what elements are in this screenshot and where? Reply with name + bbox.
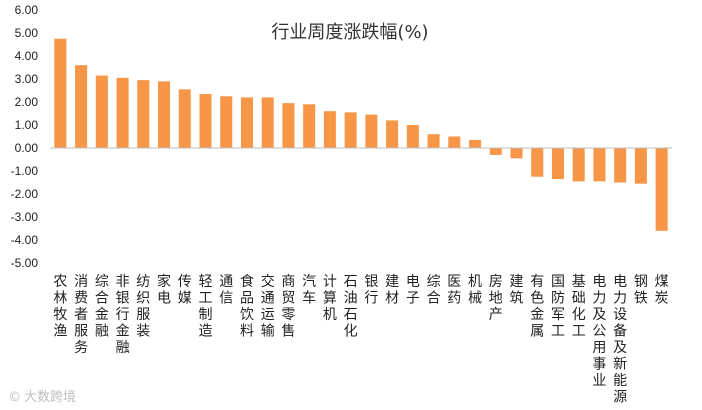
watermark-text: 大数跨境 — [24, 390, 76, 405]
y-tick-label: -5.00 — [11, 256, 39, 270]
x-tick-label: 交通运输 — [261, 273, 275, 340]
bar — [406, 125, 419, 148]
bar — [469, 139, 482, 148]
bar — [95, 75, 108, 148]
y-tick-label: 0.00 — [15, 141, 39, 155]
x-tick-label: 电力及公用事业 — [592, 274, 606, 389]
x-tick-label: 传媒 — [178, 274, 192, 307]
bar — [54, 38, 67, 148]
bar — [448, 136, 461, 148]
x-tick-label: 农林牧渔 — [53, 274, 67, 340]
watermark-logo-icon: © — [8, 390, 21, 405]
bar — [261, 97, 274, 148]
x-tick-label: 建材 — [385, 274, 399, 307]
bar — [240, 97, 253, 148]
x-tick-label: 房地产 — [489, 274, 503, 323]
y-tick-label: 6.00 — [15, 3, 39, 17]
y-tick-label: 3.00 — [15, 72, 39, 86]
x-tick-label: 综合 — [427, 274, 441, 307]
x-tick-label: 计算机 — [323, 274, 337, 323]
chart-title: 行业周度涨跌幅(%) — [271, 22, 428, 43]
x-tick-label: 银行 — [364, 274, 378, 307]
x-tick-label: 消费者服务 — [74, 274, 88, 356]
y-axis-ticks: 6.00 5.00 4.00 3.00 2.00 1.00 0.00 -1.00 -2.00 -3… — [11, 3, 39, 270]
bar — [137, 80, 150, 148]
x-tick-label: 通信 — [219, 274, 233, 307]
x-tick-label: 煤炭 — [655, 274, 669, 307]
bar — [551, 148, 564, 180]
x-tick-label: 非银行金融 — [116, 274, 130, 356]
x-tick-label: 食品饮料 — [240, 273, 254, 340]
y-tick-label: 2.00 — [15, 95, 39, 109]
y-tick-label: -3.00 — [11, 210, 39, 224]
x-tick-label: 电子 — [406, 274, 420, 307]
bar — [386, 120, 399, 148]
bar — [365, 114, 378, 148]
x-tick-label: 机械 — [468, 274, 482, 307]
x-tick-label: 国防军工 — [551, 274, 565, 340]
x-tick-label: 医药 — [447, 274, 461, 307]
x-tick-label: 商贸零售 — [281, 274, 295, 340]
bar — [655, 148, 668, 231]
y-tick-label: -1.00 — [11, 164, 39, 178]
bar — [178, 89, 191, 148]
bar — [158, 81, 171, 148]
x-tick-label: 轻工制造 — [199, 274, 213, 340]
watermark: © 大数跨境 — [8, 390, 76, 405]
bar — [199, 93, 212, 148]
x-tick-label: 钢铁 — [634, 274, 648, 307]
y-tick-label: 4.00 — [15, 49, 39, 63]
x-tick-label: 汽车 — [302, 274, 316, 307]
bar — [510, 148, 523, 159]
x-axis-labels: 农林牧渔消费者服务综合金融非银行金融纺织服装家电传媒轻工制造通信食品饮料交通运输… — [53, 273, 668, 406]
bar — [303, 104, 316, 148]
bar — [220, 96, 233, 148]
x-tick-label: 石油石化 — [344, 274, 358, 340]
y-tick-label: 5.00 — [15, 26, 39, 40]
bar — [344, 112, 357, 148]
y-tick-label: 1.00 — [15, 118, 39, 132]
bar — [614, 148, 627, 183]
x-tick-label: 综合金融 — [95, 274, 109, 340]
x-tick-label: 基础化工 — [572, 273, 586, 340]
bar — [531, 148, 544, 177]
bar — [323, 111, 336, 148]
bar — [427, 134, 440, 148]
x-tick-label: 建筑 — [510, 274, 524, 307]
bars — [54, 38, 668, 231]
bar — [116, 77, 129, 148]
bar — [75, 65, 88, 148]
x-tick-label: 有色金属 — [530, 274, 544, 340]
x-tick-label: 纺织服装 — [136, 274, 150, 340]
y-tick-label: -2.00 — [11, 187, 39, 201]
bar — [282, 103, 295, 148]
bar — [489, 148, 502, 155]
bar — [593, 148, 606, 182]
bar — [634, 148, 647, 184]
x-tick-label: 电力设备及新能源 — [613, 274, 627, 406]
x-tick-label: 家电 — [157, 273, 171, 307]
bar — [572, 148, 585, 182]
y-tick-label: -4.00 — [11, 233, 39, 247]
